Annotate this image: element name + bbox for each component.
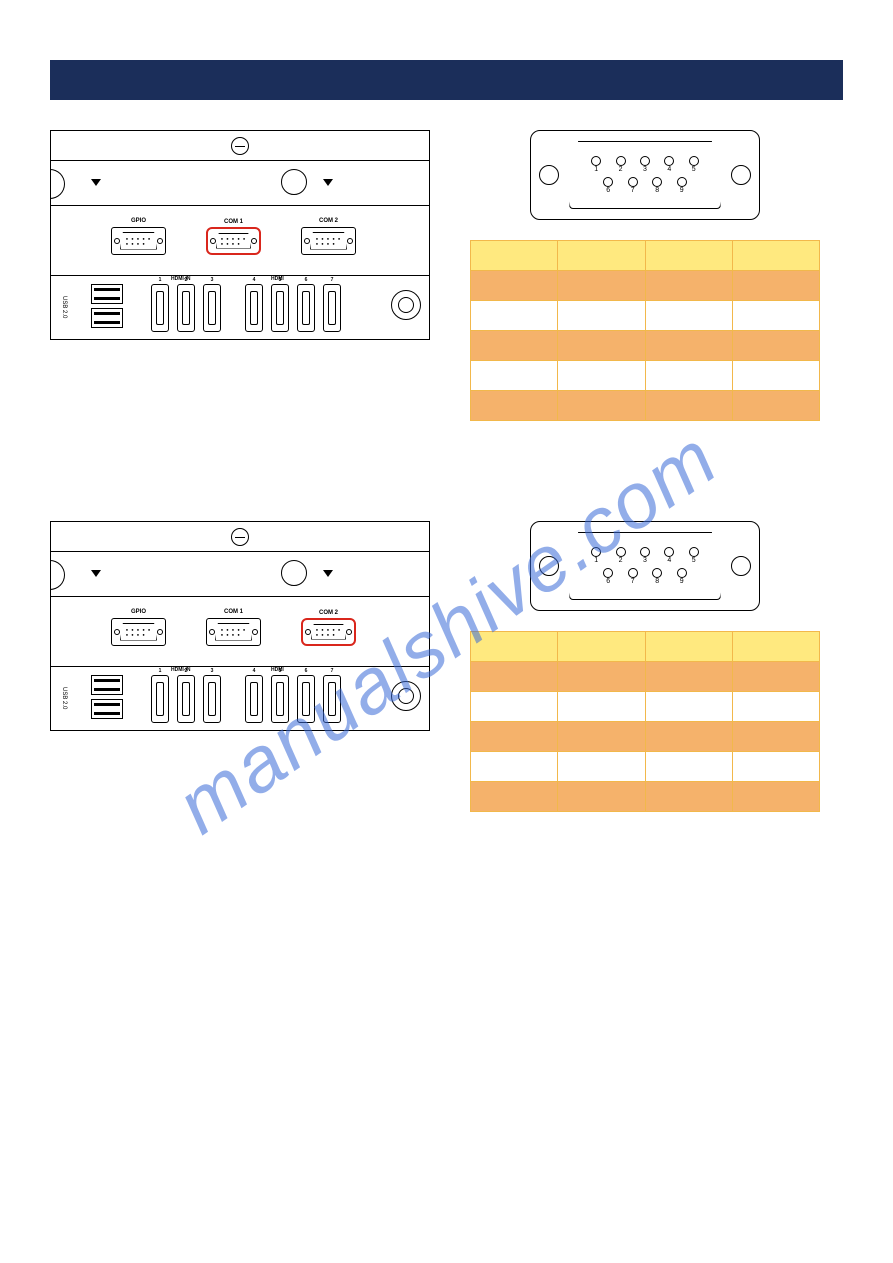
usb-label: USB 2.0 [61,296,67,318]
gpio-port: GPIO ● ● ● ● ●● ● ● ● [111,618,166,646]
com2-port: COM 2 ● ● ● ● ●● ● ● ● [301,227,356,255]
section-com1: GPIO ● ● ● ● ●● ● ● ● COM 1 ● ● ● ● ●● ●… [50,130,843,421]
usb-label: USB 2.0 [61,687,67,709]
rear-panel-diagram-2: GPIO ● ● ● ● ●● ● ● ● COM 1 ● ● ● ● ●● ●… [50,521,430,731]
pin-table-1 [470,240,820,421]
rear-panel-diagram-1: GPIO ● ● ● ● ●● ● ● ● COM 1 ● ● ● ● ●● ●… [50,130,430,340]
hdmi-ports: HDMI-IN HDMI 1 2 3 4 5 6 7 [151,675,341,723]
section-com2: GPIO ● ● ● ● ●● ● ● ● COM 1 ● ● ● ● ●● ●… [50,521,843,812]
db9-pinout-diagram-1: 1 2 3 4 5 6 7 8 9 [530,130,760,220]
db9-pinout-diagram-2: 1 2 3 4 5 6 7 8 9 [530,521,760,611]
usb-ports [91,284,123,328]
audio-jack [391,290,421,320]
hdmi-ports: HDMI-IN HDMI 1 2 3 4 5 6 7 [151,284,341,332]
header-banner [50,60,843,100]
gpio-port: GPIO ● ● ● ● ●● ● ● ● [111,227,166,255]
com1-port: COM 1 ● ● ● ● ●● ● ● ● [206,618,261,646]
com1-port-highlighted: COM 1 ● ● ● ● ●● ● ● ● [206,227,261,255]
audio-jack [391,681,421,711]
usb-ports [91,675,123,719]
com2-port-highlighted: COM 2 ● ● ● ● ●● ● ● ● [301,618,356,646]
pin-table-2 [470,631,820,812]
